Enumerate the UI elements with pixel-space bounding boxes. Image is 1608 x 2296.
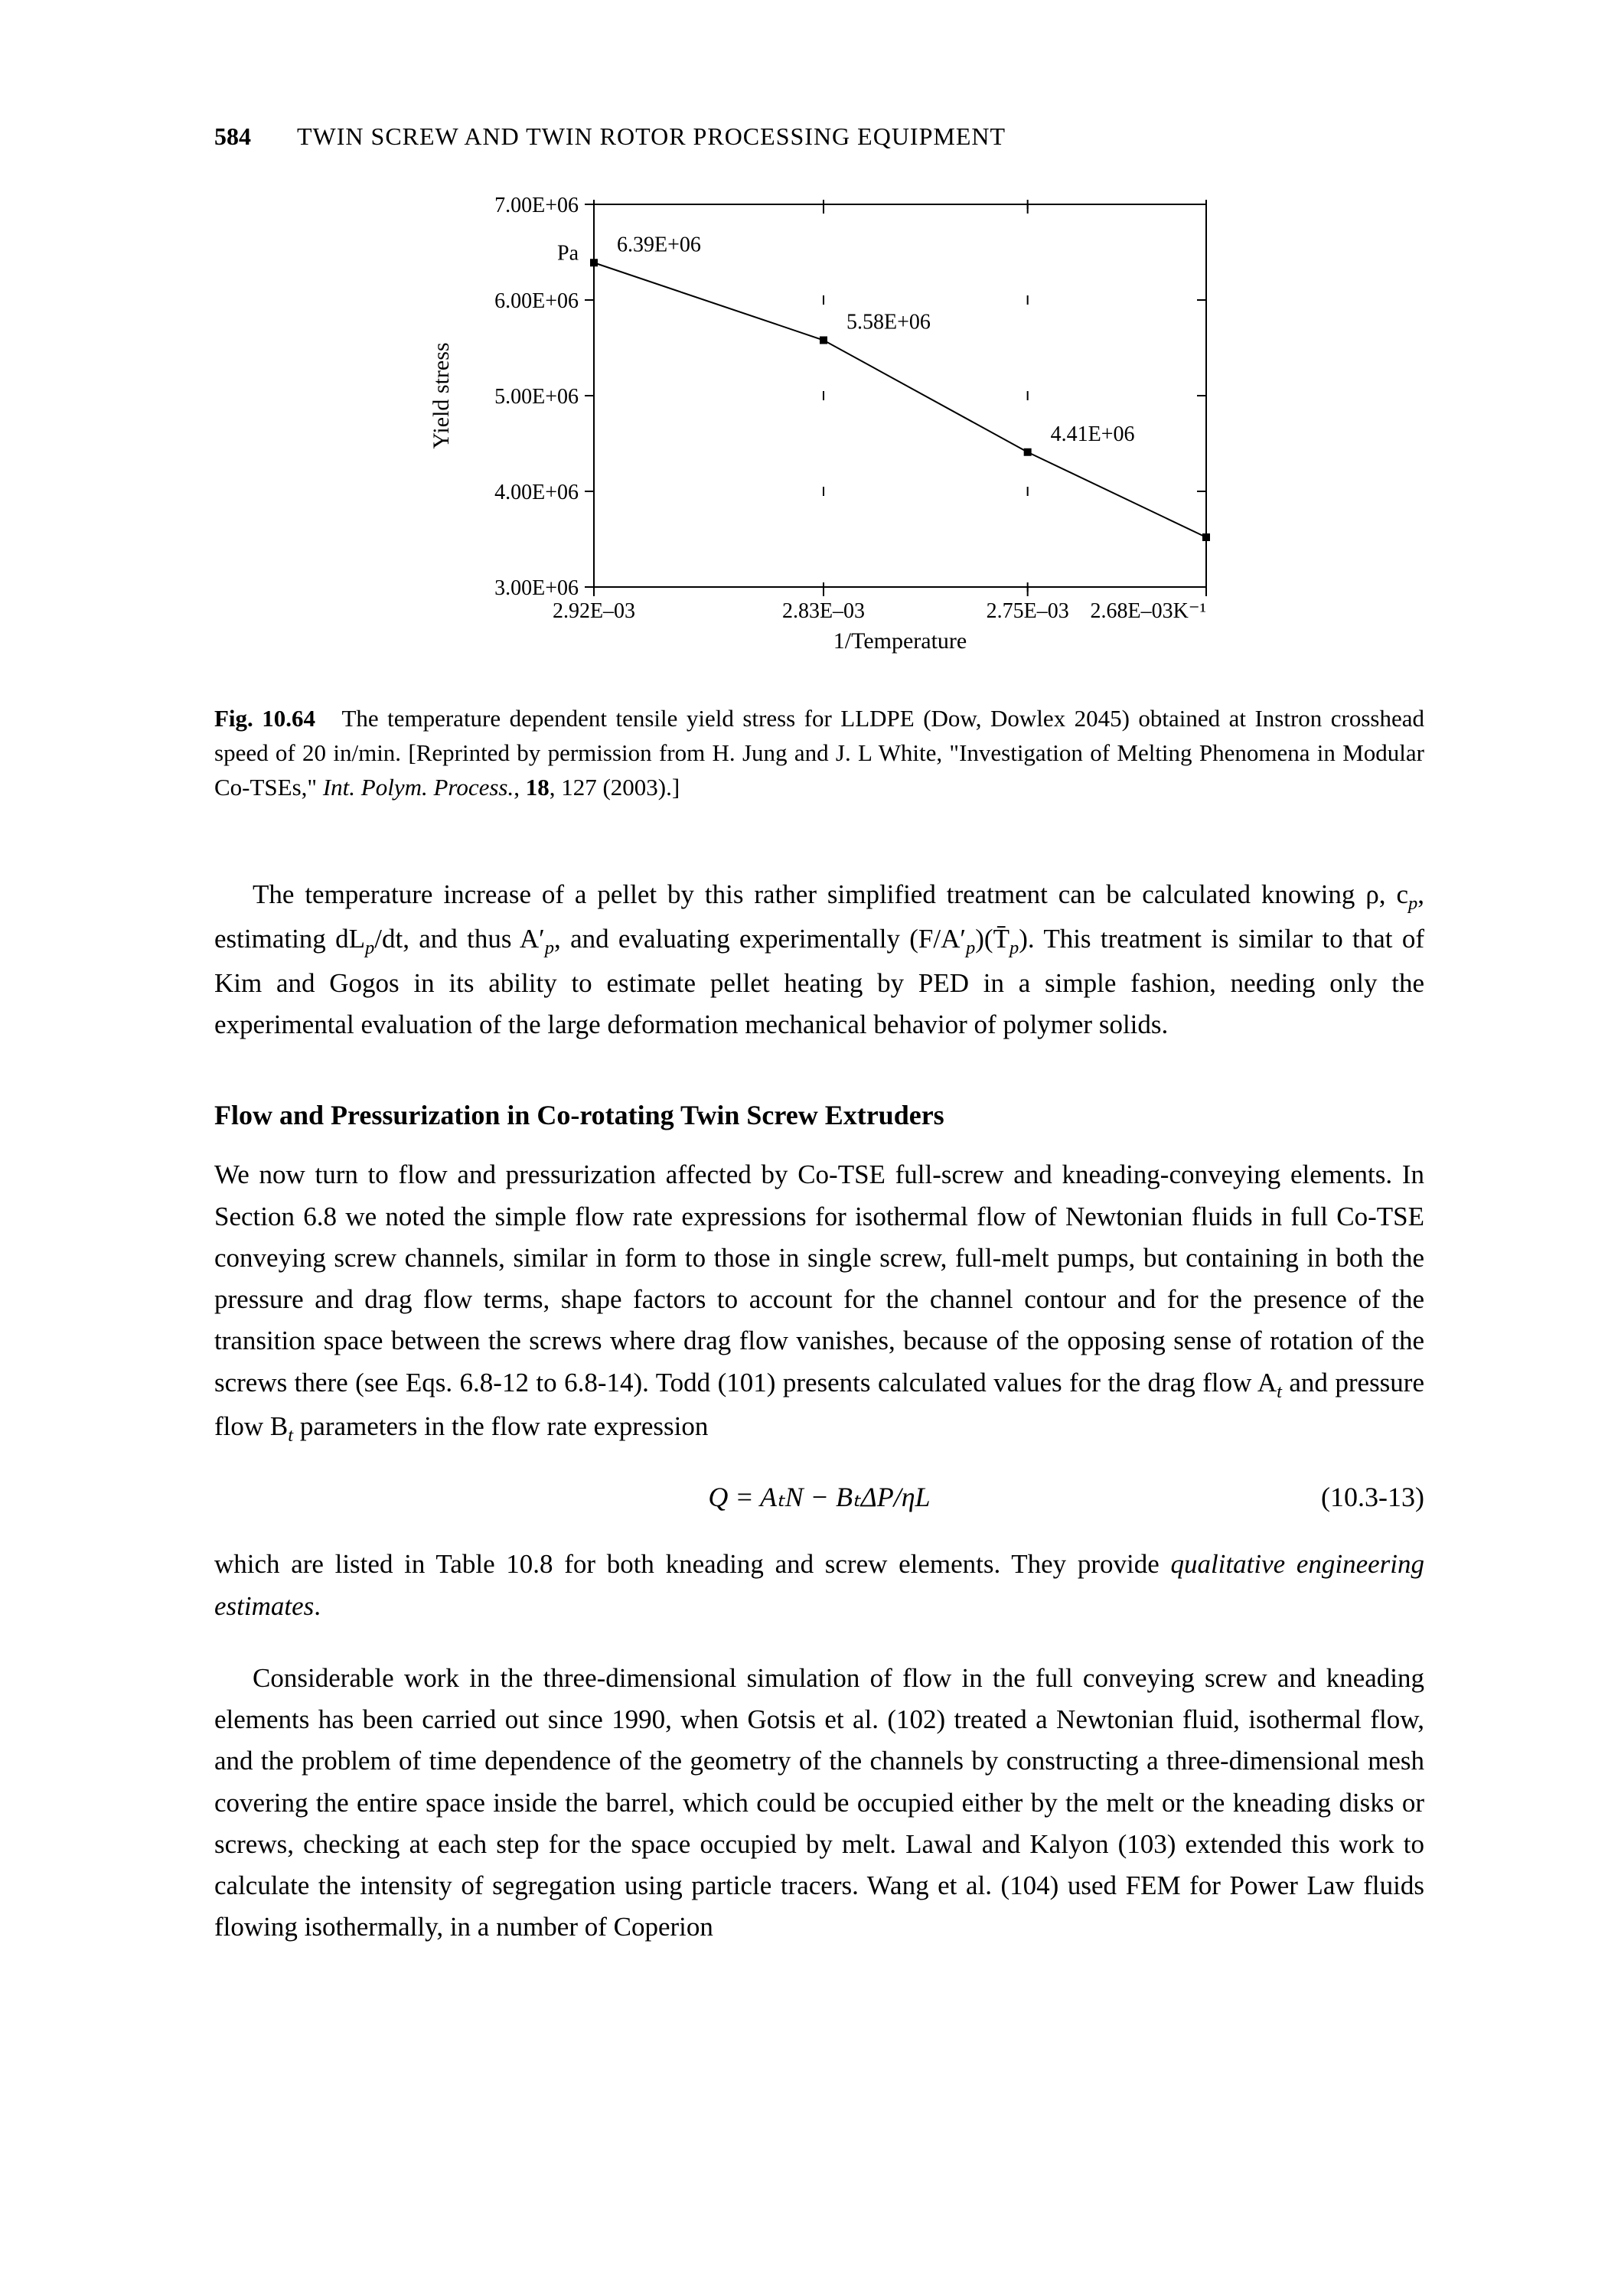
- para3-a: which are listed in Table 10.8 for both …: [214, 1549, 1170, 1579]
- page-number: 584: [214, 122, 251, 151]
- svg-text:1/Temperature: 1/Temperature: [833, 628, 966, 654]
- svg-text:2.83E–03: 2.83E–03: [781, 599, 864, 623]
- svg-text:2.92E–03: 2.92E–03: [552, 599, 634, 623]
- equation-formula: Q = AₜN − BₜΔP/ηL: [708, 1481, 930, 1513]
- figure-container: 7.00E+06 6.00E+06 5.00E+06 4.00E+06 3.00E+06…: [399, 189, 1241, 679]
- svg-text:7.00E+06: 7.00E+06: [494, 194, 579, 217]
- para1-sub3: p: [545, 938, 554, 958]
- svg-text:4.41E+06: 4.41E+06: [1050, 422, 1134, 446]
- para1-sub1: p: [1408, 893, 1417, 914]
- para3-b: .: [314, 1591, 321, 1621]
- svg-text:3.00E+06: 3.00E+06: [494, 576, 579, 600]
- page-header: 584 TWIN SCREW AND TWIN ROTOR PROCESSING…: [214, 122, 1424, 151]
- para2-a: We now turn to flow and pressurization a…: [214, 1159, 1424, 1397]
- caption-label: Fig. 10.64: [214, 705, 315, 732]
- yield-stress-chart: 7.00E+06 6.00E+06 5.00E+06 4.00E+06 3.00E+06…: [418, 189, 1221, 679]
- figure-caption: Fig. 10.64 The temperature dependent ten…: [214, 702, 1424, 805]
- para1-d: , and evaluating experimentally (F/A′: [554, 924, 966, 954]
- svg-text:6.39E+06: 6.39E+06: [617, 233, 701, 256]
- section-title: Flow and Pressurization in Co-rotating T…: [214, 1099, 1424, 1131]
- para1-sub4: p: [966, 938, 975, 958]
- para2-sub1: t: [1277, 1381, 1282, 1402]
- paragraph-4: Considerable work in the three-dimension…: [214, 1658, 1424, 1949]
- caption-journal: Int. Polym. Process.: [323, 774, 514, 801]
- page: 584 TWIN SCREW AND TWIN ROTOR PROCESSING…: [0, 0, 1608, 2296]
- para1-sub5: p: [1009, 938, 1019, 958]
- para1-c: /dt, and thus A′: [374, 924, 545, 954]
- para2-c: parameters in the flow rate expression: [293, 1411, 708, 1441]
- paragraph-1: The temperature increase of a pellet by …: [214, 874, 1424, 1045]
- svg-text:5.58E+06: 5.58E+06: [846, 311, 931, 334]
- svg-text:5.00E+06: 5.00E+06: [494, 385, 579, 409]
- para4-text: Considerable work in the three-dimension…: [214, 1663, 1424, 1942]
- para1-a: The temperature increase of a pellet by …: [253, 879, 1408, 909]
- svg-text:6.00E+06: 6.00E+06: [494, 289, 579, 313]
- svg-text:2.75E–03: 2.75E–03: [986, 599, 1068, 623]
- equation-row: Q = AₜN − BₜΔP/ηL (10.3-13): [214, 1481, 1424, 1513]
- caption-text-3: , 127 (2003).]: [550, 774, 680, 801]
- para1-sub2: p: [365, 938, 374, 958]
- svg-text:2.68E–03K⁻¹: 2.68E–03K⁻¹: [1090, 599, 1206, 623]
- svg-text:Yield stress: Yield stress: [429, 342, 454, 448]
- caption-text-2: ,: [514, 774, 526, 801]
- paragraph-2: We now turn to flow and pressurization a…: [214, 1154, 1424, 1450]
- svg-text:Pa: Pa: [557, 242, 579, 266]
- equation-number: (10.3-13): [1321, 1481, 1424, 1513]
- caption-volume: 18: [526, 774, 550, 801]
- running-title: TWIN SCREW AND TWIN ROTOR PROCESSING EQU…: [297, 122, 1006, 151]
- paragraph-3: which are listed in Table 10.8 for both …: [214, 1544, 1424, 1627]
- para1-e: )(T̄: [975, 924, 1009, 954]
- svg-text:4.00E+06: 4.00E+06: [494, 481, 579, 504]
